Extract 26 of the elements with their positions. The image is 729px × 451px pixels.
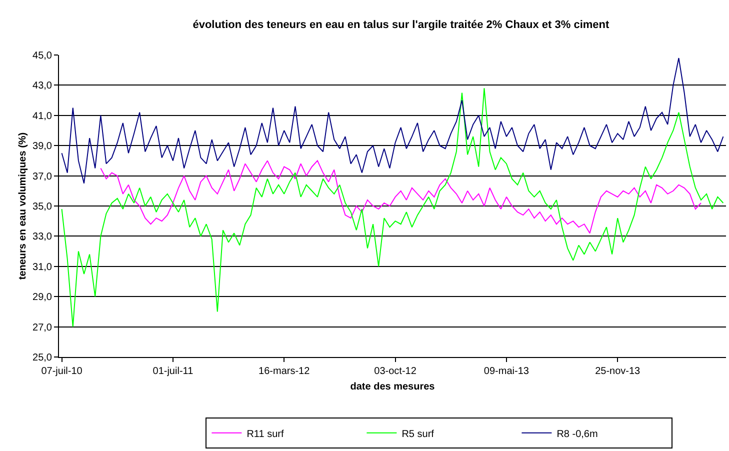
y-tick-label: 45,0 [32,50,52,62]
y-tick-label: 29,0 [32,292,52,304]
line-series [100,160,702,234]
x-tick-label: 07-juil-10 [41,366,83,377]
y-tick-label: 25,0 [32,352,52,364]
y-tick-label: 43,0 [32,80,52,92]
x-tick-label: 03-oct-12 [374,366,417,377]
legend-label: R5 surf [402,428,434,440]
x-tick-label: 09-mai-13 [484,366,530,377]
x-tick-label: 16-mars-12 [258,366,310,377]
y-tick-label: 27,0 [32,322,52,334]
y-tick-label: 39,0 [32,141,52,152]
y-tick-label: 41,0 [32,110,52,122]
y-axis-title: teneurs en eau volumiques (%) [18,132,29,280]
y-tick-label: 33,0 [32,232,52,243]
chart-title: évolution des teneurs en eau en talus sur l'argile traitée 2% Chaux et 3% ciment [192,18,610,31]
y-tick-label: 37,0 [32,171,52,182]
x-axis-title: date des mesures [350,382,436,392]
line-series [61,88,724,328]
y-tick-label: 35,0 [32,202,52,212]
line-series [61,58,724,184]
y-tick-label: 31,0 [32,262,52,273]
legend-label: R11 surf [246,428,284,440]
legend-label: R8 -0,6m [556,428,598,440]
x-tick-label: 01-juil-11 [152,366,194,377]
x-tick-label: 25-nov-13 [595,366,641,377]
